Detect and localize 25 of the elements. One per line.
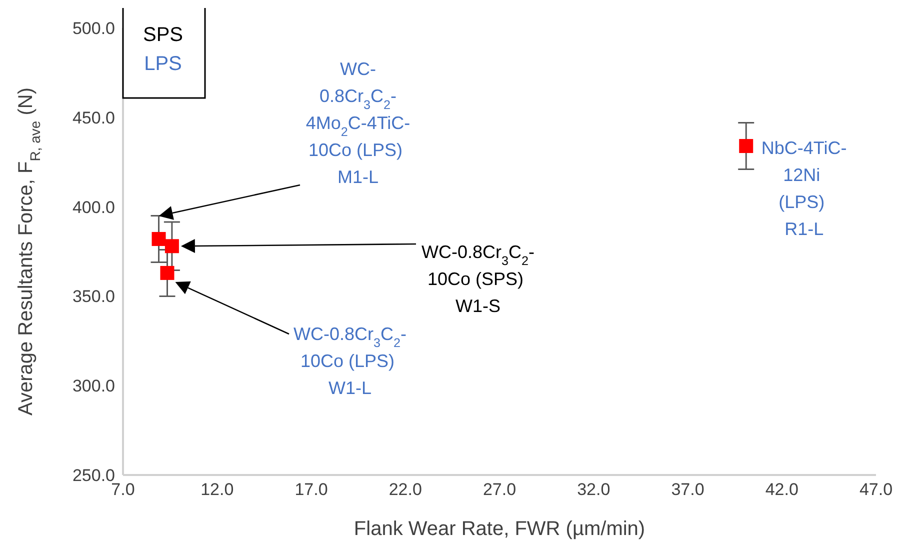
x-tick-label: 17.0 — [294, 480, 328, 500]
x-tick-label: 12.0 — [200, 480, 234, 500]
y-tick-label: 350.0 — [72, 287, 115, 306]
x-tick-label: 37.0 — [671, 480, 704, 500]
text: WC-0.8Cr$_{3}$C$_{2}$-4Mo$_{2}$C-4TiC-10Co (LPS) M1-L — [306, 59, 410, 187]
y-tick-label: 400.0 — [72, 198, 115, 217]
annotation: NbC-4TiC-12Ni (LPS) R1-L — [761, 138, 847, 240]
x-tick-label: 7.0 — [111, 480, 135, 500]
x-axis-title: Flank Wear Rate, FWR (µm/min) — [354, 518, 646, 540]
x-tick-label: 42.0 — [765, 480, 798, 500]
point — [160, 266, 174, 280]
x-tick-label: 22.0 — [388, 480, 422, 500]
point — [152, 232, 166, 246]
point — [164, 239, 179, 254]
y-tick-label: 300.0 — [72, 376, 115, 396]
point — [739, 139, 754, 154]
y-tick-label: 500.0 — [72, 19, 115, 38]
x-tick-label: 27.0 — [482, 480, 516, 500]
annotation: LPS — [144, 53, 182, 75]
annotation: WC-0.8Cr$_{3}$C$_{2}$-10Co (LPS) W1-L — [293, 324, 407, 398]
annotation: SPS — [142, 24, 184, 46]
y-tick-label: 450.0 — [72, 108, 115, 128]
annotation: WC-0.8Cr$_{3}$C$_{2}$-10Co (SPS) W1-S — [421, 242, 535, 316]
x-tick-label: 32.0 — [577, 480, 610, 500]
x-tick-label: 47.0 — [859, 480, 893, 500]
